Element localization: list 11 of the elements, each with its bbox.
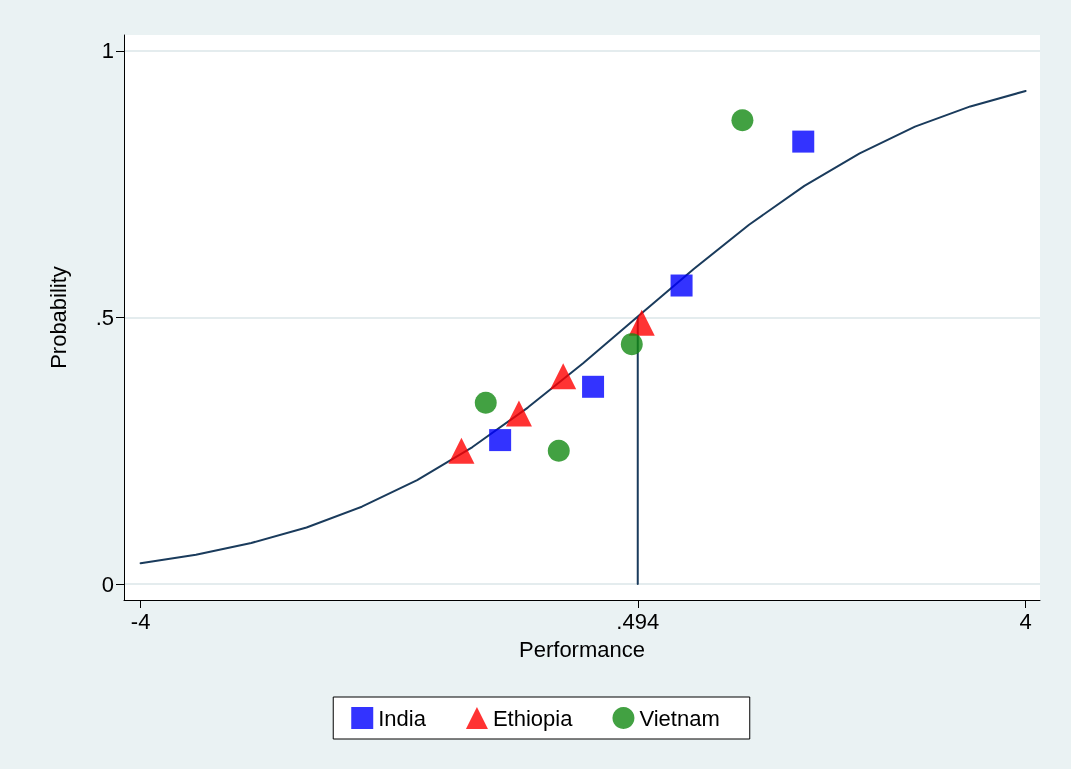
legend-label: Ethiopia [492, 705, 574, 731]
y-tick-label: 1 [101, 38, 114, 64]
y-tick-label: 0 [101, 571, 114, 597]
x-tick-label: .494 [616, 608, 660, 634]
legend-label: Vietnam [639, 705, 720, 731]
y-tick-label: .5 [95, 305, 114, 330]
x-axis-title: Performance [519, 636, 645, 662]
legend-label: India [378, 705, 427, 731]
x-tick-label: -4 [130, 608, 151, 634]
y-axis-title: Probability [45, 266, 71, 369]
x-tick-label: 4 [1019, 608, 1032, 634]
